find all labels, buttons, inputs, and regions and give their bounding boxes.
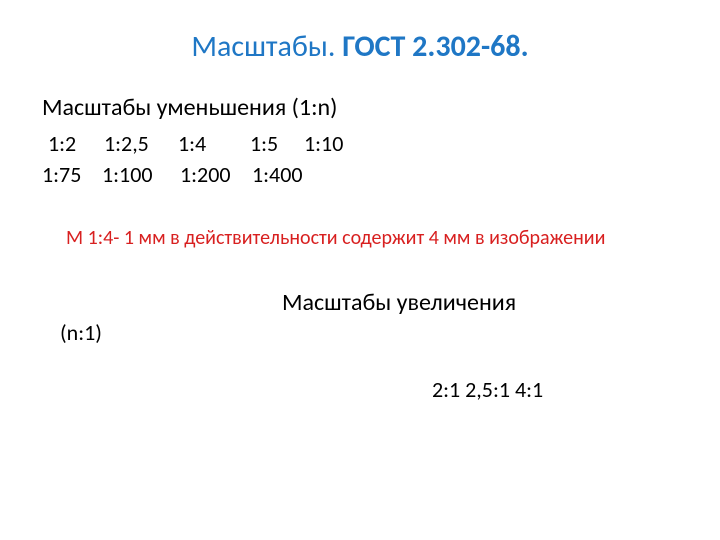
ratio-value: 1:2 <box>48 130 104 157</box>
title-part-1: Масштабы. <box>191 28 342 65</box>
title-part-2: ГОСТ 2.302-68. <box>342 28 528 65</box>
reduction-line-2: 1:751:1001:2001:400 <box>42 161 678 188</box>
enlargement-sub: (n:1) <box>60 319 678 346</box>
ratio-value: 1:75 <box>42 161 102 188</box>
ratio-value: 1:4 <box>178 130 250 157</box>
slide-title: Масштабы. ГОСТ 2.302-68. <box>0 0 720 93</box>
ratio-value: 1:5 <box>250 130 304 157</box>
ratio-value: 1:2,5 <box>104 130 178 157</box>
ratio-value: 1:200 <box>180 161 252 188</box>
explanatory-note: М 1:4- 1 мм в действительности содержит … <box>42 226 678 250</box>
enlargement-values: 2:1 2,5:1 4:1 <box>432 376 678 403</box>
reduction-heading: Масштабы уменьшения (1:n) <box>42 93 678 122</box>
enlargement-heading: Масштабы увеличения <box>282 288 678 317</box>
ratio-value: 1:10 <box>304 130 343 157</box>
ratio-value: 1:100 <box>102 161 180 188</box>
reduction-line-1: 1:21:2,51:41:51:10 <box>42 130 678 157</box>
ratio-value: 1:400 <box>252 161 303 188</box>
slide-content: Масштабы уменьшения (1:n) 1:21:2,51:41:5… <box>0 93 720 403</box>
